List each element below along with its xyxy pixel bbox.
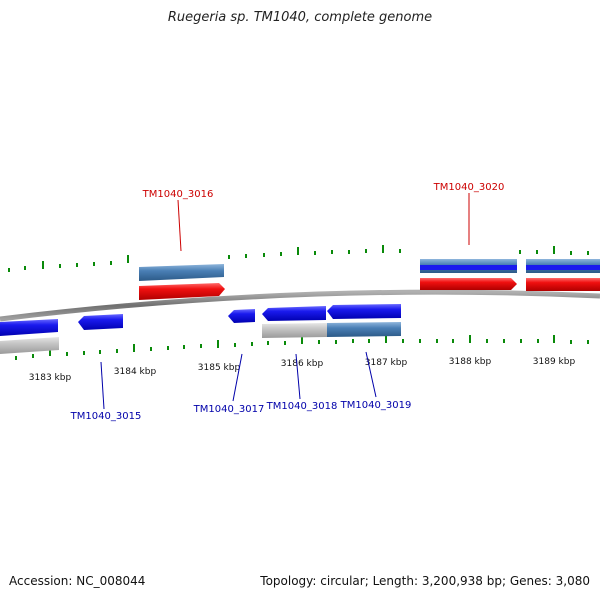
accession-info: Accession: NC_008044	[9, 574, 145, 588]
feature-upper-3021-stripe	[526, 265, 600, 270]
gene-tm1040-3021-arrow[interactable]	[526, 278, 600, 291]
upper-tick-row	[8, 245, 589, 272]
gene-tm1040-3020-arrow[interactable]	[420, 278, 517, 290]
separator: ;	[501, 574, 507, 588]
gene-label-tm1040-3019[interactable]: TM1040_3019	[340, 400, 412, 411]
kbp-axis-labels: 3183 kbp 3184 kbp 3185 kbp 3186 kbp 3187…	[29, 357, 576, 383]
kbp-label: 3189 kbp	[533, 357, 576, 367]
gene-label-tm1040-3016[interactable]: TM1040_3016	[142, 189, 214, 200]
lower-feature-track	[0, 322, 401, 354]
gene-tm1040-3014-arrow[interactable]	[0, 319, 58, 336]
kbp-label: 3185 kbp	[198, 363, 241, 373]
gene-label-tm1040-3017[interactable]: TM1040_3017	[193, 404, 265, 415]
feature-lower-3019[interactable]	[327, 322, 401, 337]
length-value: 3,200,938 bp	[421, 574, 502, 588]
gene-tm1040-3018-arrow[interactable]	[262, 306, 326, 321]
topology-value: circular	[320, 574, 365, 588]
map-title: Ruegeria sp. TM1040, complete genome	[167, 10, 433, 25]
gene-tm1040-3015-arrow[interactable]	[78, 314, 123, 330]
leader-line	[365, 351, 377, 398]
genes-label: Genes:	[509, 574, 552, 588]
genome-stats: Topology: circular; Length: 3,200,938 bp…	[260, 574, 590, 588]
gene-tm1040-3017-arrow[interactable]	[228, 309, 255, 323]
reverse-cds-track	[139, 278, 600, 300]
top-gene-labels: TM1040_3016 TM1040_3020	[142, 182, 505, 252]
genome-backbone	[0, 289, 600, 322]
gene-tm1040-3019-arrow[interactable]	[327, 304, 401, 319]
kbp-label: 3187 kbp	[365, 358, 408, 368]
accession-value: NC_008044	[76, 574, 146, 588]
leader-line	[100, 361, 105, 410]
leader-line	[232, 353, 243, 402]
leader-line	[177, 199, 182, 252]
gene-label-tm1040-3018[interactable]: TM1040_3018	[266, 401, 338, 412]
kbp-label: 3184 kbp	[114, 367, 157, 377]
forward-cds-track	[0, 304, 401, 336]
lower-tick-row	[15, 335, 589, 360]
kbp-label: 3188 kbp	[449, 357, 492, 367]
feature-upper-3016[interactable]	[139, 264, 224, 281]
separator: ;	[364, 574, 369, 588]
genes-value: 3,080	[555, 574, 590, 588]
gene-label-tm1040-3020[interactable]: TM1040_3020	[433, 182, 505, 193]
bottom-gene-labels: TM1040_3015 TM1040_3017 TM1040_3018 TM10…	[70, 351, 412, 422]
feature-upper-3020-stripe	[420, 265, 517, 270]
gene-label-tm1040-3015[interactable]: TM1040_3015	[70, 411, 142, 422]
kbp-label: 3183 kbp	[29, 373, 72, 383]
leader-line	[295, 353, 301, 400]
kbp-label: 3186 kbp	[281, 359, 324, 369]
gene-tm1040-3016-arrow[interactable]	[139, 283, 225, 300]
accession-label: Accession:	[9, 574, 73, 588]
topology-label: Topology:	[260, 574, 317, 588]
length-label: Length:	[372, 574, 419, 588]
feature-lower-3014[interactable]	[0, 337, 59, 354]
upper-feature-track	[139, 259, 600, 281]
feature-lower-3018[interactable]	[262, 323, 327, 338]
